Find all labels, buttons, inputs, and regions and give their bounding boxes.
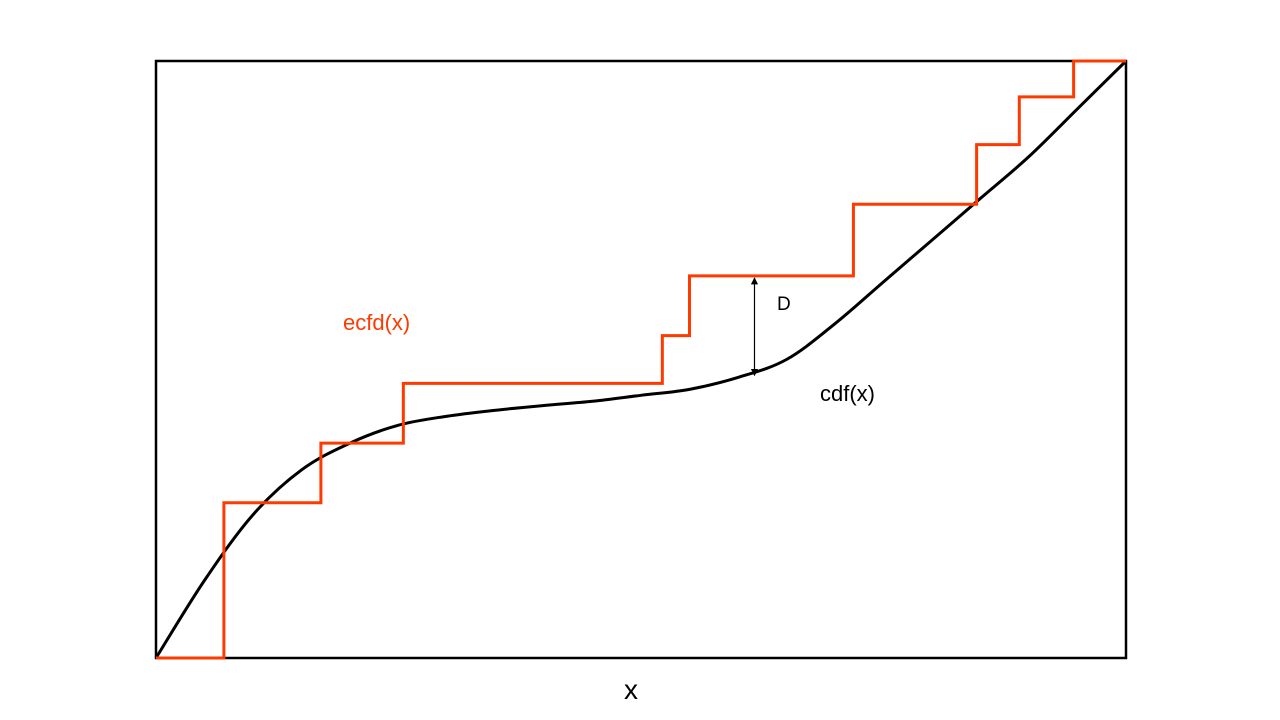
ecdf-label: ecfd(x) [343, 310, 410, 335]
x-axis-label: x [624, 674, 638, 705]
ecdf-step-line [156, 59, 1126, 660]
plot-frame [154, 59, 1128, 660]
cdf-curve [154, 59, 1128, 659]
series-layer [154, 59, 1128, 660]
cdf-label: cdf(x) [820, 381, 875, 406]
d-gap-label: D [777, 294, 791, 315]
